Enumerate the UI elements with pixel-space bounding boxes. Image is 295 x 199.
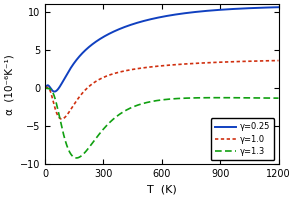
Y-axis label: α  (10⁻⁶K⁻¹): α (10⁻⁶K⁻¹): [4, 54, 14, 115]
Legend: γ=0.25, γ=1.0, γ=1.3: γ=0.25, γ=1.0, γ=1.3: [211, 118, 274, 160]
X-axis label: T  (K): T (K): [147, 185, 177, 195]
